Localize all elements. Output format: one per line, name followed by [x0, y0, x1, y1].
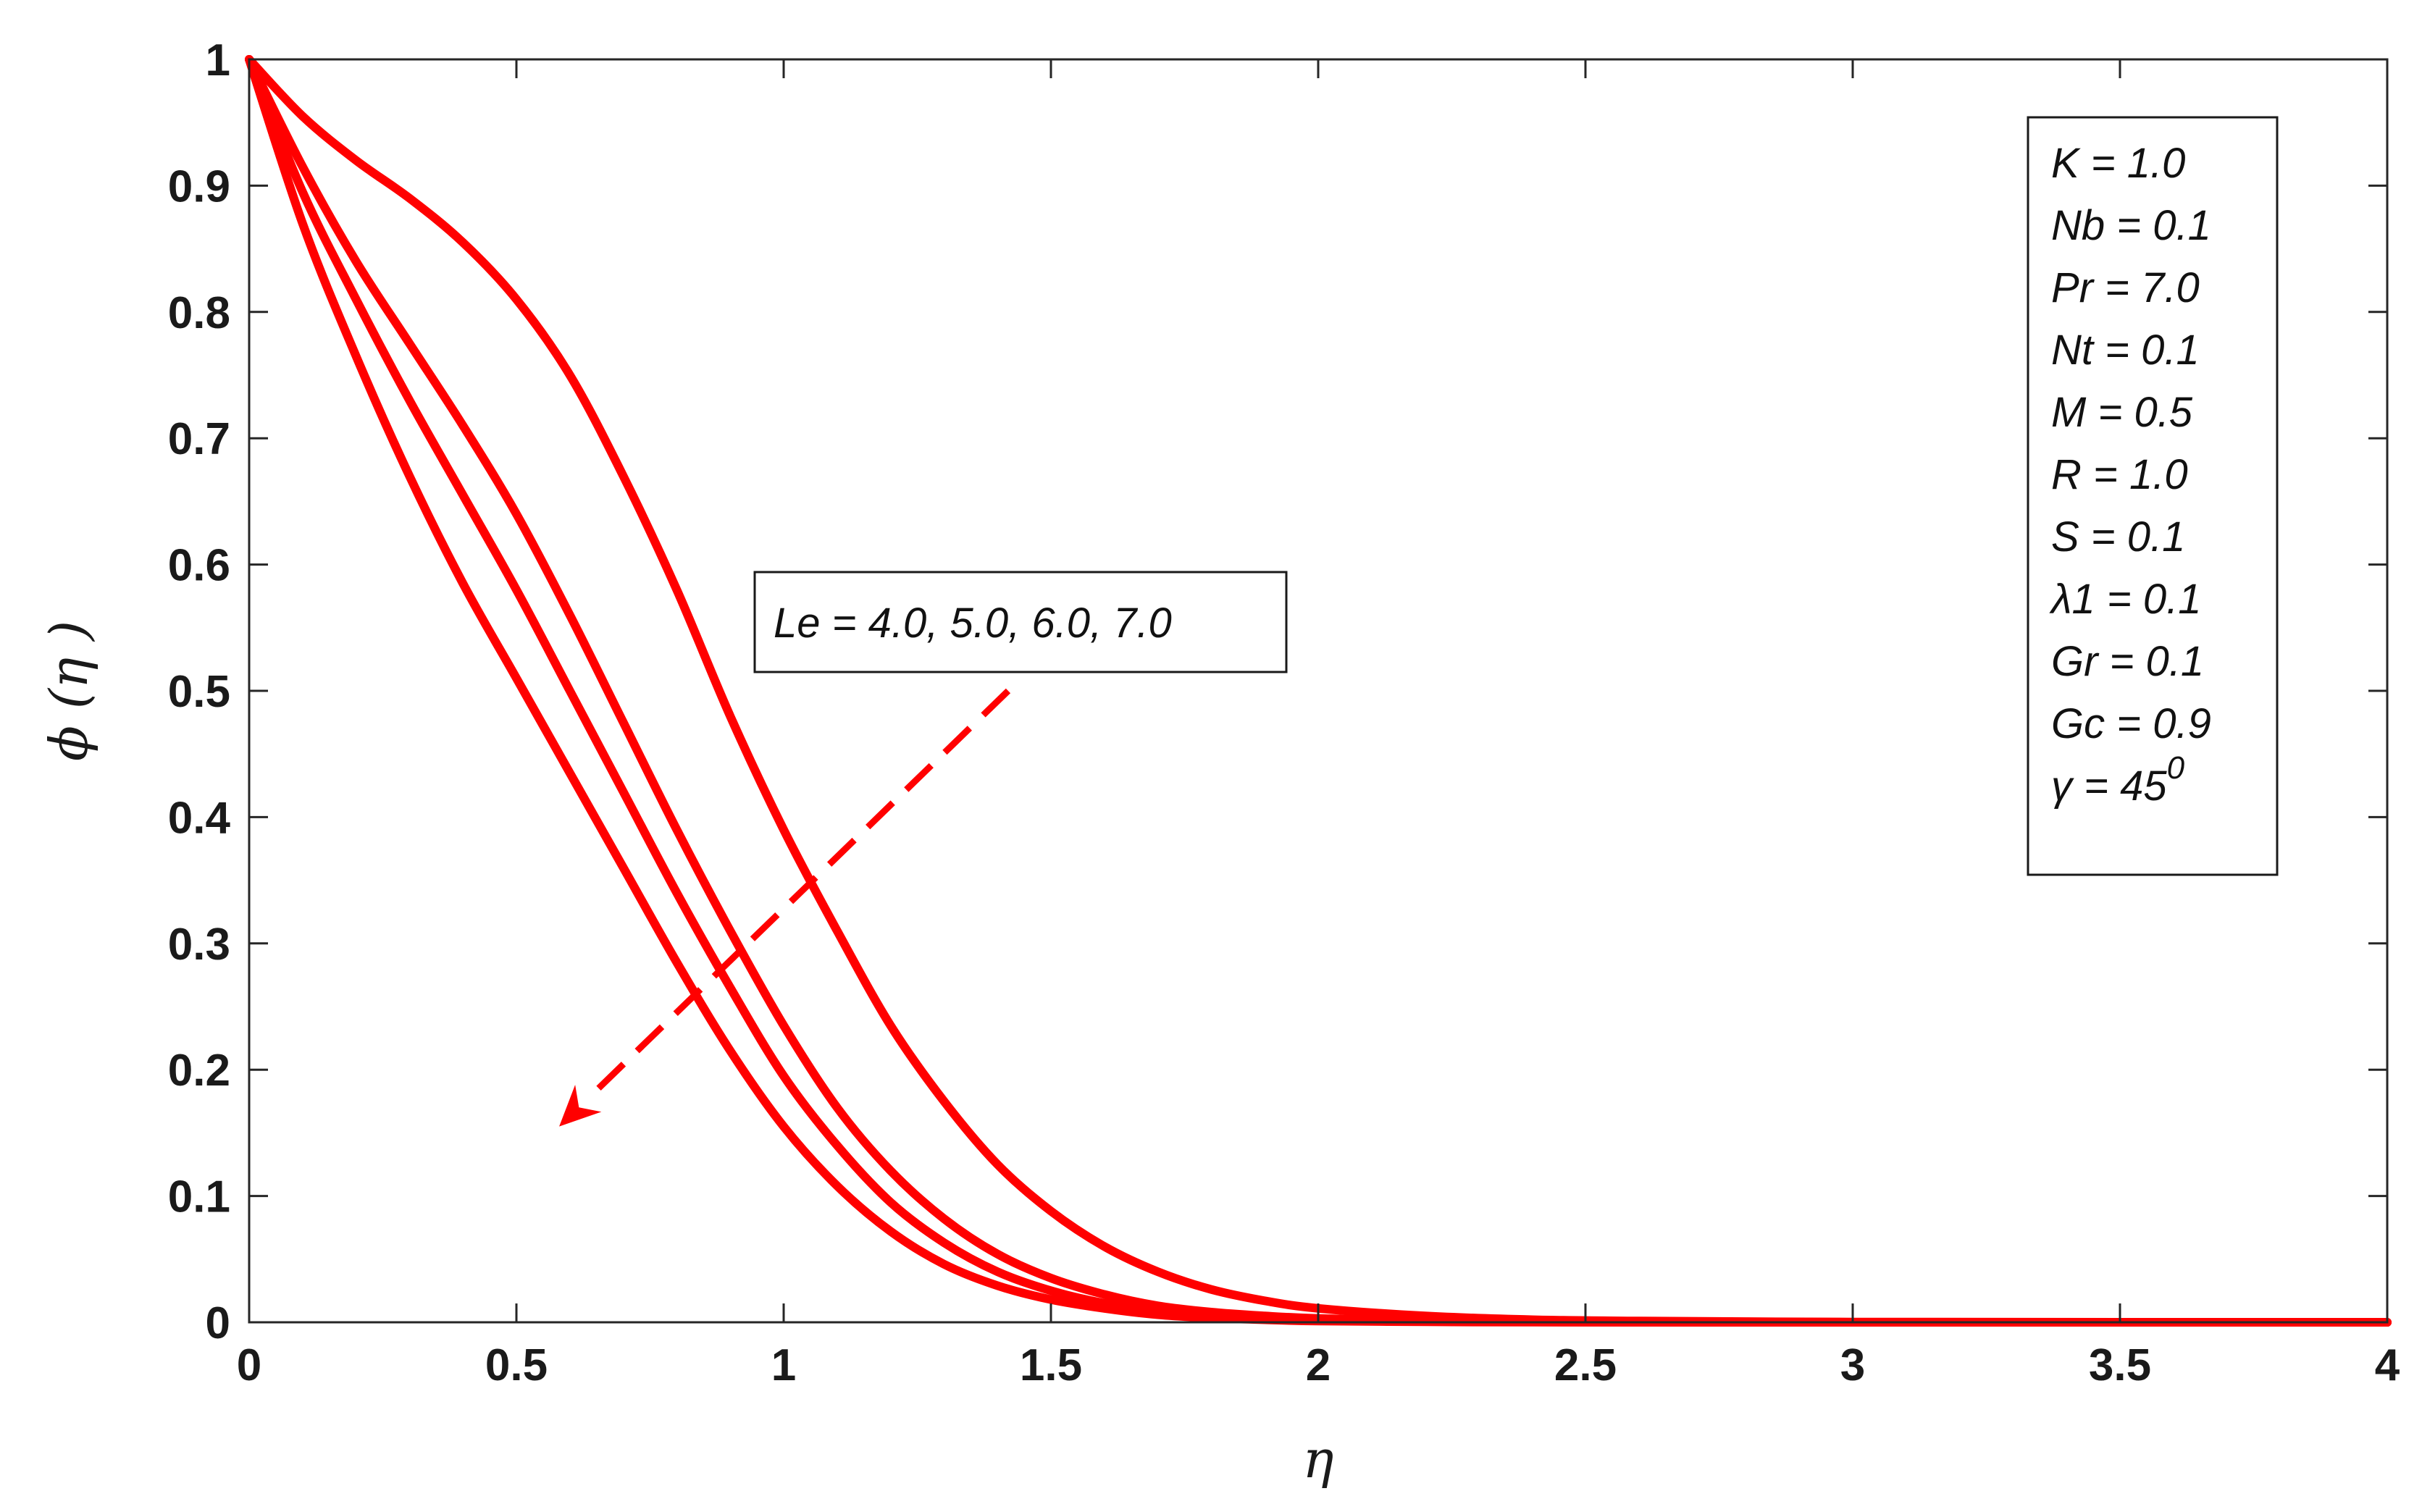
- y-tick-label: 0.8: [168, 288, 230, 338]
- y-axis-ticks: 0 0.1 0.2 0.3 0.4 0.5 0.6 0.7 0.8 0.9 1: [168, 35, 2387, 1348]
- parameter-line: Pr = 7.0: [2051, 264, 2200, 311]
- annotation: Le = 4.0, 5.0, 6.0, 7.0: [559, 571, 1288, 1127]
- parameter-line: K = 1.0: [2051, 140, 2185, 187]
- parameter-equals: =: [2095, 576, 2143, 623]
- parameter-line: Nb = 0.1: [2051, 202, 2211, 249]
- parameter-equals: =: [2105, 202, 2153, 249]
- x-tick-label: 0.5: [485, 1340, 548, 1390]
- x-tick-label: 1.5: [1020, 1340, 1082, 1390]
- y-tick-label: 1: [206, 35, 230, 85]
- parameter-line: γ = 450: [2051, 750, 2185, 810]
- parameter-text: γ = 450: [2051, 750, 2185, 810]
- parameter-line: R = 1.0: [2051, 451, 2188, 498]
- parameter-equals: =: [2079, 140, 2127, 187]
- parameter-value: 1.0: [2127, 140, 2186, 187]
- parameter-equals: =: [2082, 451, 2129, 498]
- parameter-value: 0.5: [2134, 389, 2192, 436]
- parameter-value: 45: [2120, 763, 2167, 810]
- x-tick-label: 1: [771, 1340, 796, 1390]
- y-tick-label: 0.4: [168, 793, 231, 843]
- parameter-value: 0.1: [2141, 327, 2200, 374]
- y-tick-label: 0: [206, 1298, 230, 1348]
- parameters-box: K = 1.0 Nb = 0.1 Pr = 7.0 Nt = 0.1 M = 0.5 R …: [2027, 116, 2279, 876]
- x-axis-ticks: 0 0.5 1 1.5 2 2.5 3 3.5 4: [237, 59, 2400, 1390]
- annotation-arrow-head: [559, 1085, 602, 1127]
- x-tick-label: 2.5: [1554, 1340, 1617, 1390]
- x-tick-label: 0: [237, 1340, 261, 1390]
- parameter-name: λ1: [2049, 576, 2095, 623]
- parameter-value: 7.0: [2141, 264, 2200, 311]
- parameter-line: M = 0.5: [2051, 389, 2193, 436]
- parameter-name: K: [2051, 140, 2081, 187]
- parameter-value: 0.9: [2153, 700, 2211, 747]
- parameter-name: R: [2051, 451, 2082, 498]
- parameter-name: S: [2051, 513, 2079, 560]
- parameter-text: M = 0.5: [2051, 389, 2193, 436]
- x-tick-label: 4: [2375, 1340, 2400, 1390]
- parameter-value: 1.0: [2129, 451, 2188, 498]
- parameter-equals: =: [2093, 264, 2141, 311]
- parameter-name: M: [2051, 389, 2087, 436]
- y-tick-label: 0.6: [168, 541, 230, 591]
- annotation-arrow-line: [586, 688, 1011, 1101]
- y-tick-label: 0.9: [168, 161, 230, 211]
- x-tick-label: 2: [1306, 1340, 1331, 1390]
- parameter-superscript: 0: [2167, 750, 2185, 786]
- annotation-box: [753, 571, 1288, 673]
- x-tick-label: 3: [1840, 1340, 1865, 1390]
- parameter-value: 0.1: [2153, 202, 2211, 249]
- parameter-text: K = 1.0: [2051, 140, 2185, 187]
- y-tick-label: 0.7: [168, 414, 230, 464]
- parameter-text: Pr = 7.0: [2051, 264, 2200, 311]
- parameter-equals: =: [2093, 327, 2141, 374]
- parameter-name: Gr: [2051, 638, 2100, 685]
- parameter-name: Nb: [2051, 202, 2105, 249]
- parameter-value: 0.1: [2143, 576, 2202, 623]
- parameter-line: Gc = 0.9: [2051, 700, 2211, 747]
- parameter-text: Nt = 0.1: [2051, 327, 2200, 374]
- parameter-line: S = 0.1: [2051, 513, 2185, 560]
- parameter-equals: =: [2072, 763, 2120, 810]
- y-tick-label: 0.5: [168, 667, 230, 717]
- parameters-box-frame: [2027, 116, 2279, 876]
- parameter-equals: =: [2079, 513, 2127, 560]
- parameter-line: λ1 = 0.1: [2049, 576, 2202, 623]
- parameter-text: λ1 = 0.1: [2049, 576, 2202, 623]
- parameter-equals: =: [2098, 638, 2145, 685]
- parameter-text: Gr = 0.1: [2051, 638, 2204, 685]
- parameter-line: Nt = 0.1: [2051, 327, 2200, 374]
- x-axis-label: η: [1302, 1429, 1333, 1490]
- parameter-name: γ: [2051, 763, 2074, 810]
- y-tick-label: 0.2: [168, 1046, 230, 1096]
- parameter-text: Nb = 0.1: [2051, 202, 2211, 249]
- parameter-equals: =: [2086, 389, 2134, 436]
- annotation-label: Le = 4.0, 5.0, 6.0, 7.0: [774, 600, 1172, 647]
- parameter-value: 0.1: [2146, 638, 2205, 685]
- x-tick-label: 3.5: [2089, 1340, 2151, 1390]
- y-axis-label: ϕ (η ): [38, 621, 99, 761]
- parameter-name: Nt: [2051, 327, 2095, 374]
- y-tick-label: 0.3: [168, 920, 230, 970]
- parameter-line: Gr = 0.1: [2051, 638, 2204, 685]
- parameter-text: S = 0.1: [2051, 513, 2185, 560]
- parameter-text: Gc = 0.9: [2051, 700, 2211, 747]
- parameter-text: R = 1.0: [2051, 451, 2188, 498]
- y-tick-label: 0.1: [168, 1172, 230, 1222]
- parameter-value: 0.1: [2127, 513, 2186, 560]
- parameter-equals: =: [2105, 700, 2153, 747]
- parameter-name: Pr: [2051, 264, 2095, 311]
- parameter-name: Gc: [2051, 700, 2105, 747]
